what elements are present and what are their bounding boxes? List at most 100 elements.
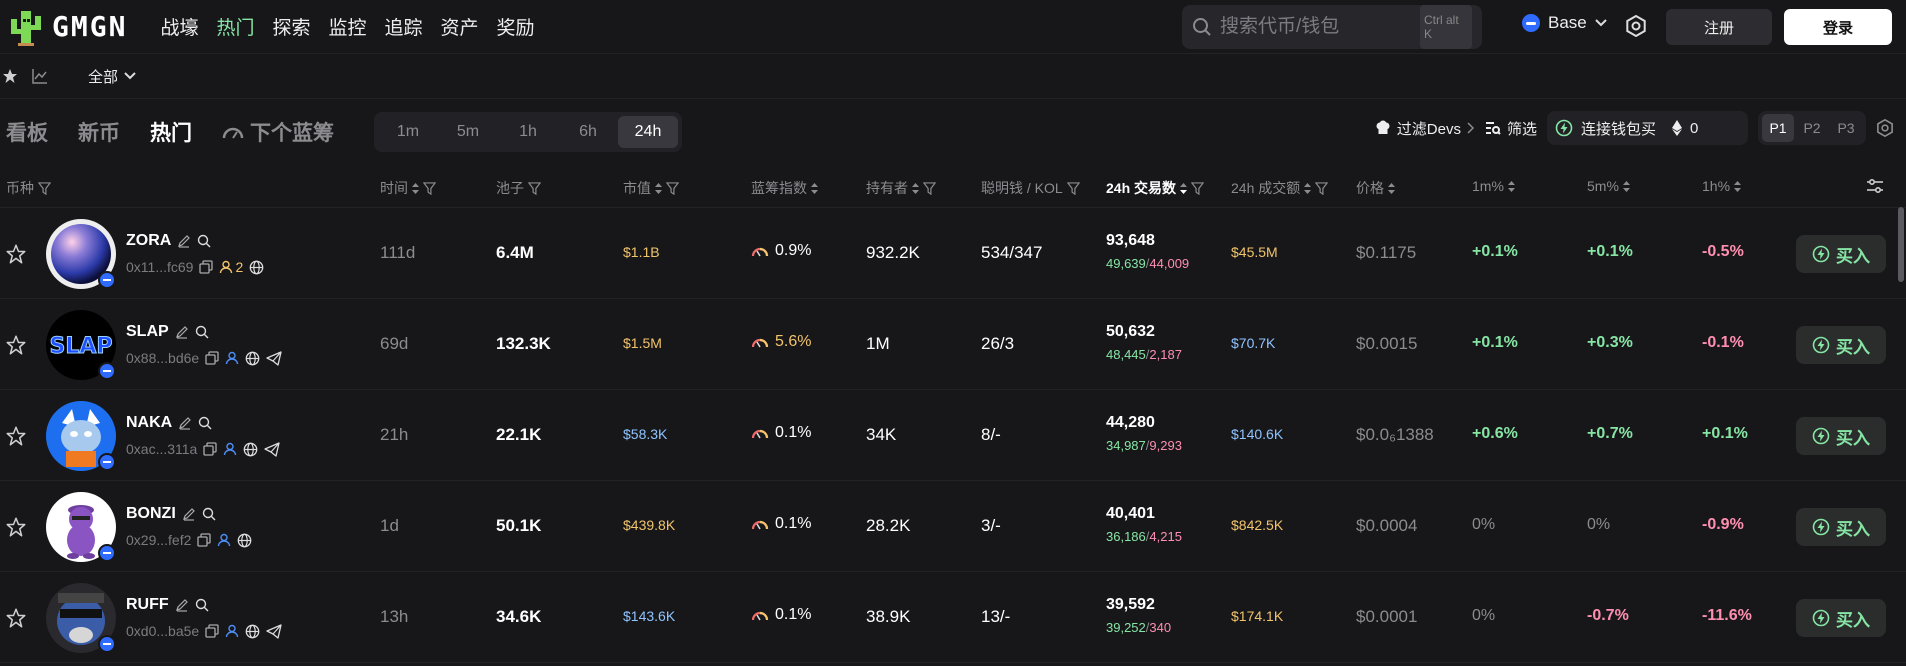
token-name-group[interactable]: SLAP <box>126 323 209 341</box>
user-icon[interactable] <box>225 351 239 365</box>
copy-icon[interactable] <box>197 533 212 547</box>
column-settings-icon[interactable] <box>1866 178 1884 194</box>
telegram-icon[interactable] <box>266 623 282 639</box>
telegram-icon[interactable] <box>266 350 282 366</box>
nav-link[interactable]: 监控 <box>328 18 367 39</box>
nav-link[interactable]: 探索 <box>272 18 311 39</box>
nav-link[interactable]: 热门 <box>216 18 255 39</box>
filter-icon[interactable] <box>528 181 541 195</box>
token-name-group[interactable]: NAKA <box>126 414 212 432</box>
favorite-star-icon[interactable] <box>6 426 26 446</box>
scrollbar[interactable] <box>1898 207 1904 282</box>
column-header[interactable]: 24h 交易数 <box>1106 178 1205 198</box>
nav-link[interactable]: 资产 <box>440 18 479 39</box>
table-row[interactable]: NAKA 0xac...311a 21h 22.1K $58.3K 0.1% 34K 8/- 4… <box>0 390 1906 481</box>
token-name-group[interactable]: RUFF <box>126 596 209 614</box>
nav-link[interactable]: 追踪 <box>384 18 423 39</box>
table-row[interactable]: BONZI 0x29...fef2 1d 50.1K $439.8K 0.1% 28.2K 3… <box>0 481 1906 572</box>
star-icon[interactable] <box>2 68 18 84</box>
filter-icon[interactable] <box>1315 181 1329 195</box>
timeframe-6h[interactable]: 6h <box>579 122 597 140</box>
favorite-star-icon[interactable] <box>6 517 26 537</box>
column-header[interactable]: 24h 成交额 <box>1231 178 1329 198</box>
edit-icon[interactable] <box>178 416 192 430</box>
user-icon[interactable] <box>217 533 231 547</box>
favorite-star-icon[interactable] <box>6 244 26 264</box>
buy-button[interactable]: 买入 <box>1796 599 1886 637</box>
page-p2[interactable]: P2 <box>1803 120 1821 136</box>
chain-selector[interactable]: Base <box>1522 13 1607 33</box>
filter-icon[interactable] <box>1066 181 1080 195</box>
column-header[interactable]: 币种 <box>6 178 51 198</box>
sort-icon[interactable] <box>412 182 419 194</box>
edit-icon[interactable] <box>175 325 189 339</box>
sort-icon[interactable] <box>1304 182 1312 194</box>
sort-icon[interactable] <box>1507 180 1515 192</box>
search-icon[interactable] <box>195 325 209 339</box>
globe-icon[interactable] <box>249 260 264 275</box>
user-icon[interactable] <box>219 260 233 274</box>
column-header[interactable]: 市值 <box>623 178 679 198</box>
search-icon[interactable] <box>198 416 212 430</box>
token-avatar[interactable] <box>46 219 116 289</box>
token-avatar[interactable]: SLAP <box>46 310 116 380</box>
search-icon[interactable] <box>197 234 211 248</box>
sort-icon[interactable] <box>811 182 818 194</box>
token-name-group[interactable]: BONZI <box>126 505 216 523</box>
token-address[interactable]: 0x88...bd6e <box>126 350 200 366</box>
column-header[interactable]: 聪明钱 / KOL <box>981 178 1080 198</box>
filter-icon[interactable] <box>1191 181 1205 195</box>
column-header[interactable]: 蓝筹指数 <box>751 178 818 198</box>
copy-icon[interactable] <box>205 351 219 365</box>
main-tab[interactable]: 下个蓝筹 <box>222 117 334 147</box>
table-row[interactable]: SLAP SLAP 0x88...bd6e 69d 132.3K $1.5M 5.6% 1M 2… <box>0 299 1906 390</box>
chart-icon[interactable] <box>32 68 48 84</box>
filter-icon[interactable] <box>38 181 51 195</box>
column-header[interactable]: 1h% <box>1702 178 1742 194</box>
buy-button[interactable]: 买入 <box>1796 326 1886 364</box>
main-tab[interactable]: 看板 <box>6 117 48 147</box>
connect-wallet-buy[interactable]: 连接钱包买 0 <box>1546 111 1748 145</box>
register-button[interactable]: 注册 <box>1666 9 1772 45</box>
search-icon[interactable] <box>195 598 209 612</box>
login-button[interactable]: 登录 <box>1784 9 1892 45</box>
timeframe-1h[interactable]: 1h <box>519 122 537 140</box>
sort-icon[interactable] <box>1388 182 1395 194</box>
token-address[interactable]: 0x29...fef2 <box>126 532 192 548</box>
column-header[interactable]: 1m% <box>1472 178 1515 194</box>
nav-link[interactable]: 奖励 <box>496 18 535 39</box>
table-row[interactable]: ZORA 0x11...fc69 2 111d 6.4M $1.1B 0.9% 932.2K 5… <box>0 208 1906 299</box>
eth-amount[interactable]: 0 <box>1690 119 1699 137</box>
token-address[interactable]: 0x11...fc69 <box>126 259 194 275</box>
search-input[interactable] <box>1220 16 1420 38</box>
user-icon[interactable] <box>225 624 239 638</box>
globe-icon[interactable] <box>237 533 252 548</box>
globe-icon[interactable] <box>245 351 260 366</box>
column-header[interactable]: 持有者 <box>866 178 936 198</box>
settings-gear-icon[interactable] <box>1625 15 1647 37</box>
favorite-star-icon[interactable] <box>6 335 26 355</box>
search-box[interactable]: Ctrl alt K <box>1182 5 1482 49</box>
buy-button[interactable]: 买入 <box>1796 417 1886 455</box>
settings-gear-icon[interactable] <box>1876 119 1894 137</box>
globe-icon[interactable] <box>245 624 260 639</box>
main-tab[interactable]: 新币 <box>78 117 120 147</box>
globe-icon[interactable] <box>243 442 258 457</box>
filter-icon[interactable] <box>666 181 679 195</box>
token-name-group[interactable]: ZORA <box>126 232 211 250</box>
buy-button[interactable]: 买入 <box>1796 508 1886 546</box>
timeframe-24h[interactable]: 24h <box>618 115 678 148</box>
timeframe-1m[interactable]: 1m <box>396 122 420 140</box>
filter-icon[interactable] <box>923 181 936 195</box>
favorite-star-icon[interactable] <box>6 608 26 628</box>
telegram-icon[interactable] <box>264 441 281 457</box>
table-row[interactable]: RUFF 0xd0...ba5e 13h 34.6K $143.6K 0.1% 38.9K 1… <box>0 572 1906 663</box>
edit-icon[interactable] <box>177 234 191 248</box>
filter-icon[interactable] <box>423 181 436 195</box>
column-header[interactable]: 价格 <box>1356 178 1395 198</box>
main-tab[interactable]: 热门 <box>150 117 192 147</box>
logo[interactable]: GMGN <box>6 7 127 47</box>
sort-icon[interactable] <box>1734 180 1742 192</box>
edit-icon[interactable] <box>182 507 196 521</box>
screen-button[interactable]: 筛选 <box>1485 118 1537 139</box>
